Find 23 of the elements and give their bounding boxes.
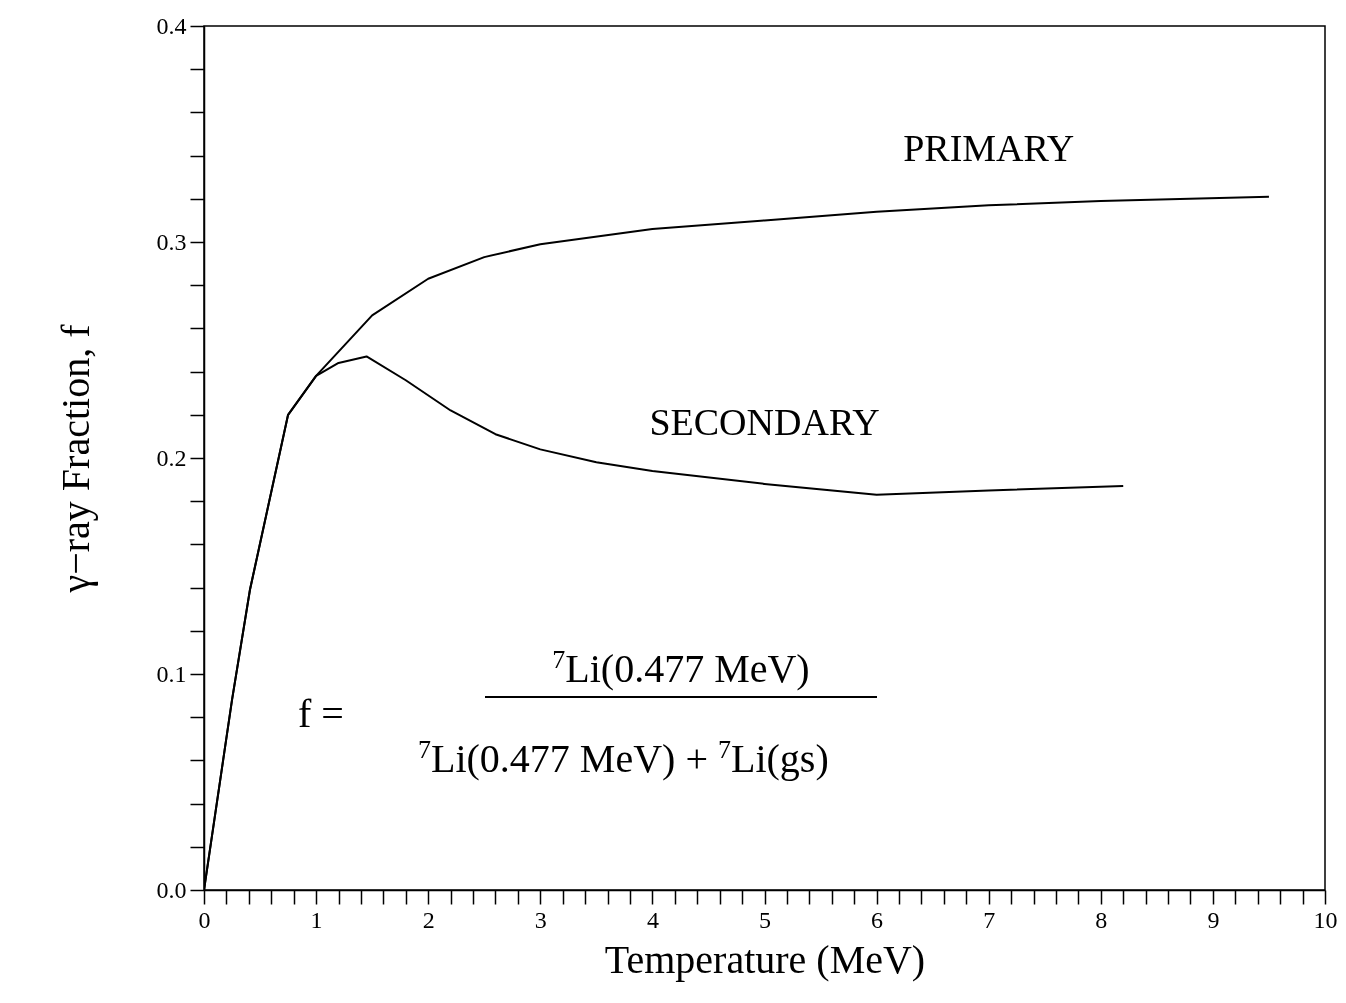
y-tick-label: 0.1 (156, 660, 187, 687)
annotation: $^{7}$Li(0.477 MeV) + $^{7}$Li(gs) (418, 735, 829, 783)
x-tick-label: 7 (983, 906, 996, 933)
x-tick-label: 3 (534, 906, 547, 933)
x-tick-label: 10 (1313, 906, 1338, 933)
x-tick-label: 6 (871, 906, 884, 933)
y-tick-label: 0.4 (156, 12, 187, 39)
x-axis-title: Temperature (MeV) (604, 936, 926, 982)
x-tick-label: 4 (646, 906, 659, 933)
series-label: PRIMARY (903, 127, 1075, 170)
x-tick-label: 9 (1207, 906, 1220, 933)
x-tick-label: 8 (1095, 906, 1108, 933)
y-tick-label: 0.3 (156, 228, 187, 255)
series-label: SECONDARY (649, 400, 880, 443)
x-tick-label: 5 (759, 906, 771, 933)
annotation: $^{7}$Li(0.477 MeV) (485, 645, 877, 699)
x-tick-label: 1 (310, 906, 323, 933)
y-tick-label: 0.0 (156, 876, 187, 903)
x-tick-label: 0 (198, 906, 211, 933)
y-tick-label: 0.2 (156, 444, 187, 471)
annotation: f = (298, 690, 344, 737)
x-tick-label: 2 (422, 906, 435, 933)
y-axis-title: γ−ray Fraction, f (52, 323, 98, 594)
